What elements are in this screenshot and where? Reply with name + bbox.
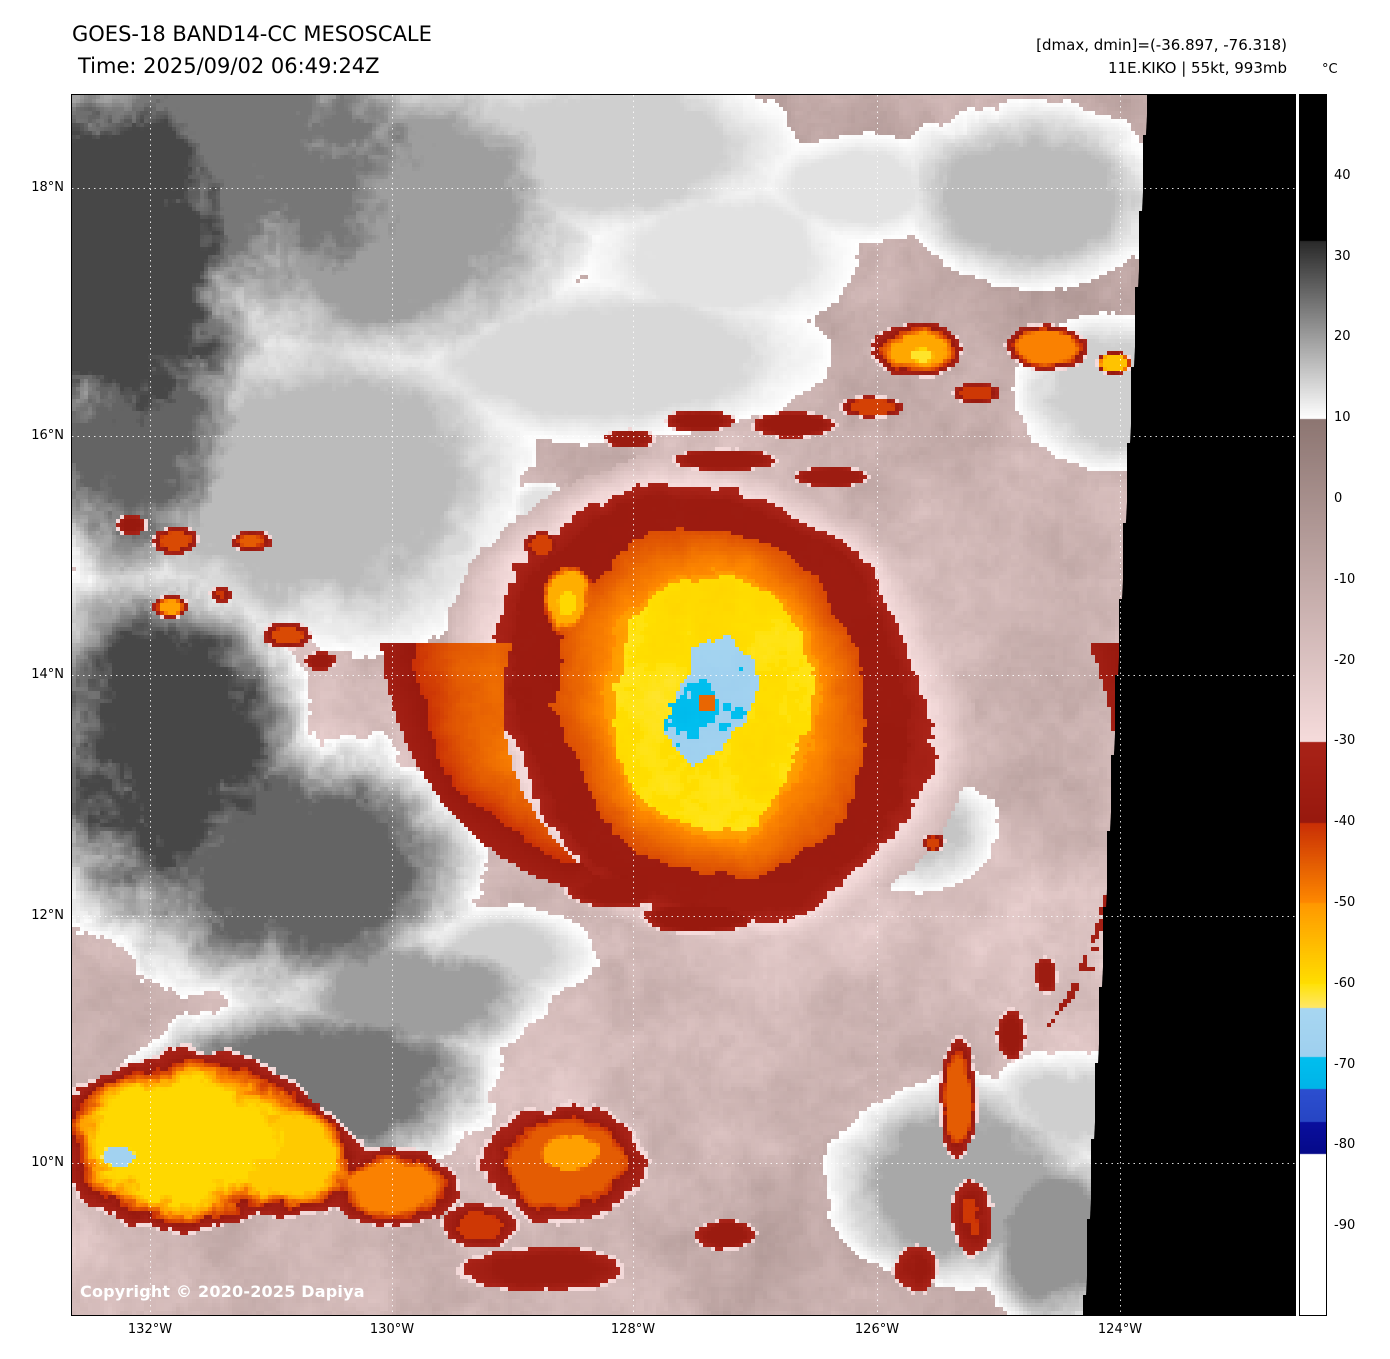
lat-tick-label: 14°N bbox=[31, 667, 64, 682]
colorbar-tick-label: 40 bbox=[1334, 167, 1351, 183]
lon-tick-label: 130°W bbox=[369, 1322, 415, 1337]
storm-info: 11E.KIKO | 55kt, 993mb bbox=[1108, 58, 1287, 77]
colorbar-tick-label: -50 bbox=[1334, 894, 1356, 910]
copyright-label: Copyright © 2020-2025 Dapiya bbox=[80, 1282, 365, 1301]
satellite-map: Copyright © 2020-2025 Dapiya bbox=[71, 94, 1296, 1316]
lat-tick-label: 10°N bbox=[31, 1155, 64, 1170]
lon-tick-label: 132°W bbox=[127, 1322, 173, 1337]
lon-tick-label: 124°W bbox=[1097, 1322, 1143, 1337]
lat-tick-label: 12°N bbox=[31, 908, 64, 923]
lon-tick-label: 128°W bbox=[610, 1322, 656, 1337]
timestamp: Time: 2025/09/02 06:49:24Z bbox=[78, 54, 380, 78]
header-metrics: [dmax, dmin]=(-36.897, -76.318) 11E.KIKO… bbox=[1036, 34, 1287, 79]
colorbar-canvas bbox=[1300, 95, 1326, 1315]
colorbar-unit-label: °C bbox=[1322, 62, 1338, 77]
lon-tick-label: 126°W bbox=[854, 1322, 900, 1337]
colorbar bbox=[1299, 94, 1327, 1316]
dmax-dmin-readout: [dmax, dmin]=(-36.897, -76.318) bbox=[1036, 36, 1287, 54]
colorbar-tick-label: -40 bbox=[1334, 814, 1356, 830]
colorbar-tick-label: -20 bbox=[1334, 652, 1356, 668]
page-title: GOES-18 BAND14-CC MESOSCALE bbox=[72, 22, 432, 46]
colorbar-tick-label: -70 bbox=[1334, 1056, 1356, 1072]
colorbar-tick-label: 10 bbox=[1334, 410, 1351, 426]
lat-tick-label: 16°N bbox=[31, 428, 64, 443]
colorbar-tick-label: -30 bbox=[1334, 733, 1356, 749]
colorbar-tick-label: -60 bbox=[1334, 975, 1356, 991]
satellite-image-canvas bbox=[72, 95, 1295, 1315]
colorbar-tick-label: 30 bbox=[1334, 248, 1351, 264]
colorbar-tick-label: 0 bbox=[1334, 490, 1343, 506]
colorbar-tick-label: 20 bbox=[1334, 329, 1351, 345]
colorbar-tick-label: -10 bbox=[1334, 571, 1356, 587]
lat-tick-label: 18°N bbox=[31, 180, 64, 195]
colorbar-tick-label: -80 bbox=[1334, 1137, 1356, 1153]
colorbar-tick-label: -90 bbox=[1334, 1218, 1356, 1234]
